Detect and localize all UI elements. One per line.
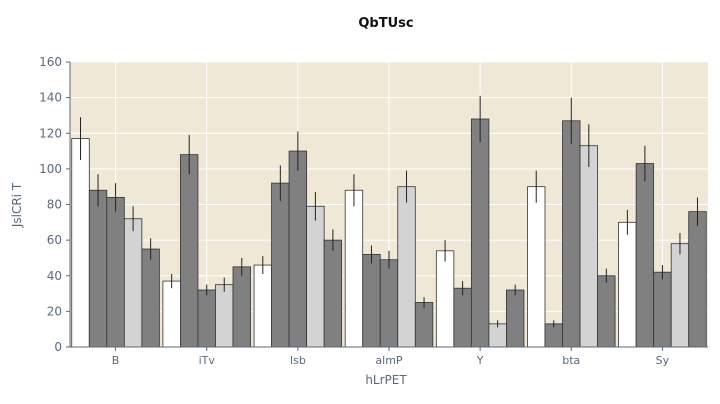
bar <box>123 218 143 348</box>
bar <box>271 182 290 348</box>
bar <box>635 163 655 348</box>
chart-title: QbTUsc <box>358 16 413 31</box>
y-tick-label: 160 <box>39 55 62 69</box>
bar <box>527 186 546 348</box>
bar <box>506 289 525 348</box>
bar <box>232 266 251 348</box>
y-tick-label: 120 <box>39 126 62 140</box>
bar <box>470 118 490 348</box>
x-tick-label: B <box>112 354 120 367</box>
bar <box>106 196 125 348</box>
bar <box>180 154 199 348</box>
x-tick-label: Y <box>476 354 484 367</box>
bar <box>306 205 325 348</box>
bar <box>362 253 381 348</box>
bar <box>435 250 455 348</box>
bar <box>141 248 160 348</box>
y-tick-label: 40 <box>47 269 62 283</box>
bar <box>197 289 216 348</box>
x-tick-label: almP <box>375 354 403 367</box>
y-tick-label: 0 <box>54 340 62 354</box>
x-tick-label: iTv <box>199 354 216 367</box>
bar <box>414 302 434 348</box>
x-axis-label: hLrPET <box>365 373 407 387</box>
bar <box>379 259 399 348</box>
y-tick-label: 80 <box>47 198 62 212</box>
y-tick-label: 20 <box>47 304 62 318</box>
bar <box>88 189 108 348</box>
bar <box>253 264 272 348</box>
bar <box>453 287 472 348</box>
y-axis-label: JslCRi T <box>10 182 24 228</box>
bar <box>670 243 690 348</box>
bar <box>688 211 707 348</box>
bar <box>71 138 90 348</box>
bar <box>323 239 343 348</box>
error-bars <box>80 95 698 328</box>
bar <box>653 271 672 348</box>
x-tick-label: bta <box>562 354 580 367</box>
bar <box>597 275 616 348</box>
bars <box>71 118 707 348</box>
x-tick-label: Sy <box>656 354 670 367</box>
bar <box>562 120 581 348</box>
x-tick-label: Isb <box>290 354 306 367</box>
y-tick-label: 60 <box>47 233 62 247</box>
bar <box>579 145 598 348</box>
bar <box>215 284 234 348</box>
y-tick-label: 140 <box>39 91 62 105</box>
y-tick-label: 100 <box>39 162 62 176</box>
bar <box>344 189 364 348</box>
bar <box>397 186 416 348</box>
bar <box>162 280 181 348</box>
bar <box>618 221 637 348</box>
bar <box>288 150 308 348</box>
